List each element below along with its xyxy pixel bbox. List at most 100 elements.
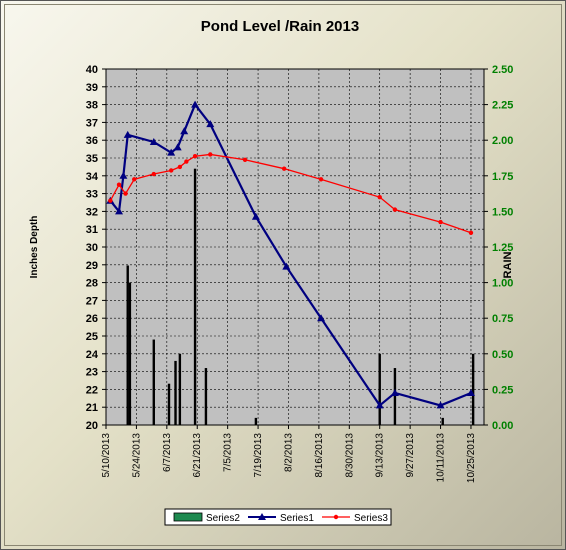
series1-marker	[390, 388, 399, 396]
series1-marker	[282, 262, 291, 270]
legend-label: Series3	[354, 513, 388, 524]
rain-bar	[378, 353, 381, 425]
rain-bars	[126, 168, 475, 425]
y-left-tick-label: 24	[86, 349, 99, 361]
series3-marker	[108, 198, 113, 203]
y-axis-right-title: RAIN	[502, 252, 514, 279]
legend-marker-series3	[333, 514, 339, 520]
y-right-tick-label: 0.25	[492, 384, 513, 396]
x-tick-label: 7/5/2013	[223, 433, 234, 472]
rain-bar	[441, 417, 444, 425]
series3-marker	[192, 154, 198, 159]
y-left-tick-label: 31	[86, 224, 98, 236]
chart-title: Pond Level /Rain 2013	[201, 18, 359, 35]
y-axis-left-title: Inches Depth	[29, 216, 40, 279]
series3-marker	[392, 207, 398, 212]
y-right-tick-label: 2.00	[492, 135, 513, 147]
x-tick-label: 5/10/2013	[101, 433, 112, 478]
y-left-tick-label: 34	[86, 171, 99, 183]
x-tick-label: 6/21/2013	[192, 433, 203, 478]
series1-marker	[191, 100, 200, 108]
series1-marker	[436, 401, 445, 409]
series1-marker	[149, 137, 158, 145]
series3-marker	[123, 191, 128, 196]
rain-bar	[193, 168, 197, 425]
series1-marker	[251, 212, 260, 220]
legend-label: Series1	[280, 513, 314, 524]
series1-marker	[375, 401, 384, 409]
series3-marker	[132, 177, 137, 182]
series1-marker	[119, 171, 128, 179]
series3-marker	[116, 182, 122, 187]
series3-marker	[468, 230, 474, 235]
y-left-tick-label: 28	[86, 278, 98, 290]
x-tick-label: 10/25/2013	[466, 433, 477, 483]
legend-label: Series2	[206, 513, 240, 524]
x-tick-label: 5/24/2013	[131, 433, 142, 478]
y-right-tick-label: 0.75	[492, 313, 513, 325]
rain-bar	[167, 383, 171, 425]
series3-marker	[281, 166, 287, 171]
y-right-tick-label: 2.50	[492, 64, 513, 76]
x-tick-label: 10/11/2013	[436, 433, 447, 483]
legend-box	[164, 508, 392, 526]
series1-marker	[206, 120, 215, 128]
series1-marker	[173, 143, 182, 151]
y-right-tick-label: 0.00	[492, 420, 513, 432]
rain-bar	[471, 353, 475, 425]
series1-marker	[123, 130, 132, 138]
y-left-tick-label: 22	[86, 384, 98, 396]
x-tick-label: 8/2/2013	[283, 433, 294, 472]
axes: 20 21 22 23 24 25 26 27 28 29 30 31 32 33 34 35 36 37 38 39…	[86, 64, 514, 483]
series3-marker	[318, 177, 324, 182]
x-tick-label: 6/7/2013	[162, 433, 173, 472]
series3-marker	[177, 164, 183, 170]
legend-marker-series1	[258, 513, 266, 520]
series1-marker	[180, 127, 189, 135]
x-tick-label: 9/27/2013	[405, 433, 416, 478]
grid-lines	[105, 68, 484, 426]
series3-marker	[184, 159, 189, 164]
legend: Series2 Series1 Series3	[164, 508, 392, 526]
series3-marker	[438, 219, 443, 225]
rain-bar	[152, 339, 155, 425]
y-left-tick-label: 26	[86, 313, 98, 325]
x-tick-label: 8/16/2013	[314, 433, 325, 478]
x-tick-label: 8/30/2013	[344, 433, 355, 478]
y-left-tick-label: 23	[86, 367, 98, 379]
series1-marker	[317, 314, 326, 322]
y-right-tick-label: 0.50	[492, 349, 513, 361]
rain-bar	[128, 282, 132, 425]
y-right-tick-label: 2.25	[492, 100, 513, 112]
series1-marker	[115, 207, 124, 215]
y-left-tick-label: 30	[86, 242, 98, 254]
y-left-tick-label: 38	[86, 100, 98, 112]
y-left-tick-label: 29	[86, 260, 98, 272]
x-tick-label: 9/13/2013	[375, 433, 386, 478]
y-left-tick-label: 39	[86, 82, 98, 94]
y-right-tick-label: 1.25	[492, 242, 513, 254]
y-right-tick-label: 1.75	[492, 171, 513, 183]
y-right-tick-label: 1.00	[492, 278, 513, 290]
y-left-tick-label: 20	[86, 420, 98, 432]
rain-bar	[393, 368, 397, 425]
series3-marker	[242, 157, 248, 162]
y-left-tick-label: 25	[86, 331, 98, 343]
rain-bar	[126, 265, 129, 425]
x-tick-label: 7/19/2013	[253, 433, 264, 478]
rain-bar	[174, 360, 177, 425]
series3-marker	[168, 168, 174, 173]
y-left-tick-label: 40	[86, 64, 98, 76]
series1-marker	[466, 388, 475, 396]
rain-bar	[204, 368, 208, 425]
series3-marker	[208, 152, 213, 157]
y-right-tick-label: 1.50	[492, 206, 513, 218]
rain-bar	[254, 417, 258, 425]
legend-swatch-series2	[173, 512, 203, 522]
series1-marker	[167, 148, 176, 156]
y-left-tick-label: 21	[86, 402, 98, 414]
y-left-tick-label: 33	[86, 189, 98, 201]
series3-marker	[151, 171, 156, 177]
y-left-tick-label: 37	[86, 117, 98, 129]
